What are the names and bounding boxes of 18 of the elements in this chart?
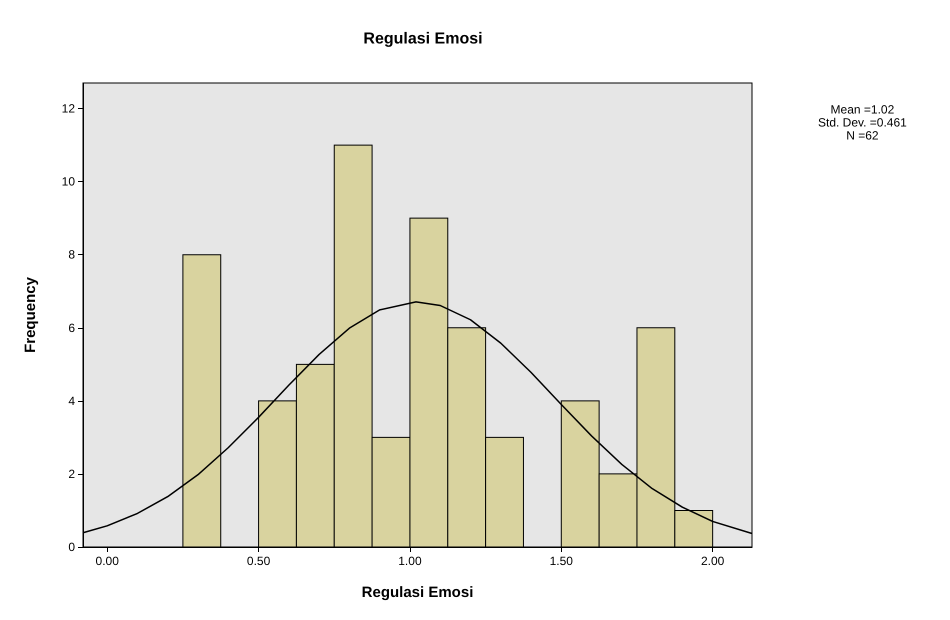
x-tick-label: 1.00	[398, 554, 422, 568]
y-tick-label: 8	[68, 248, 76, 262]
x-tick-label: 2.00	[700, 554, 725, 568]
text: N =62	[846, 128, 879, 142]
text: Std. Dev. =0.461	[818, 116, 908, 130]
text: Mean =1.02	[830, 102, 895, 116]
y-tick-label: 12	[62, 102, 76, 116]
y-tick-label: 10	[62, 174, 76, 189]
chart-title: Regulasi Emosi	[363, 30, 483, 48]
x-tick-label: 0.50	[246, 554, 271, 568]
y-tick-label: 4	[68, 394, 76, 408]
x-tick-label: 1.50	[550, 554, 574, 568]
y-axis-title: Frequency	[22, 276, 39, 353]
x-tick-label: 0.00	[96, 554, 120, 568]
y-tick-label: 2	[68, 466, 76, 481]
y-tick-label: 0	[68, 540, 76, 554]
y-tick-label: 6	[68, 320, 76, 335]
x-axis-title: Regulasi Emosi	[362, 584, 474, 601]
